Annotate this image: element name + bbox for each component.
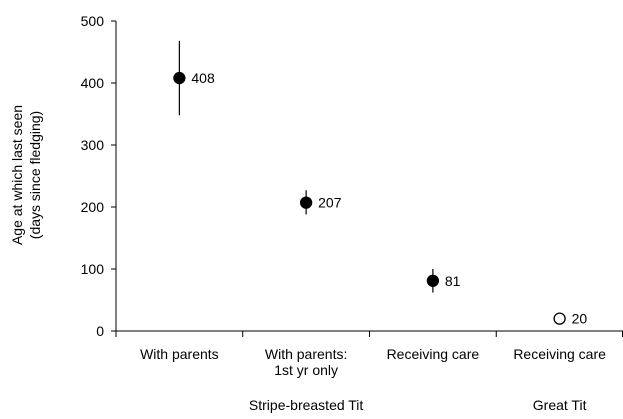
y-axis-label-line-1: Age at which last seen xyxy=(9,105,25,245)
data-points: 408 207 81 20 xyxy=(173,40,588,327)
data-point xyxy=(173,71,186,85)
group-label: Great Tit xyxy=(533,397,587,413)
x-category-dividers xyxy=(115,331,623,337)
data-point xyxy=(426,274,440,287)
x-category-label: 1st yr only xyxy=(274,362,338,378)
group-label: Stripe-breasted Tit xyxy=(249,397,363,413)
y-tick-label: 500 xyxy=(81,13,105,29)
data-point xyxy=(299,196,313,209)
x-category-label: Receiving care xyxy=(387,346,480,362)
y-tick-label: 400 xyxy=(81,75,105,91)
data-label: 408 xyxy=(191,70,215,86)
x-category-labels: With parents With parents:1st yr only Rece… xyxy=(140,346,606,378)
y-ticks: 0 100 200 300 400 500 xyxy=(81,13,116,339)
y-tick-label: 0 xyxy=(96,323,104,339)
y-axis-label-line-2: (days since fledging) xyxy=(27,111,43,239)
data-point xyxy=(553,312,566,325)
data-label: 20 xyxy=(572,311,588,327)
x-category-label: With parents xyxy=(140,346,219,362)
x-category-label: Receiving care xyxy=(513,346,606,362)
data-label: 81 xyxy=(445,273,461,289)
x-category-label: With parents: xyxy=(265,346,347,362)
y-tick-label: 200 xyxy=(81,199,105,215)
data-label: 207 xyxy=(318,195,342,211)
y-axis-label: Age at which last seen (days since fledg… xyxy=(9,105,43,245)
y-tick-label: 100 xyxy=(81,261,105,277)
group-labels: Stripe-breasted Tit Great Tit xyxy=(249,397,587,413)
y-tick-label: 300 xyxy=(81,137,105,153)
